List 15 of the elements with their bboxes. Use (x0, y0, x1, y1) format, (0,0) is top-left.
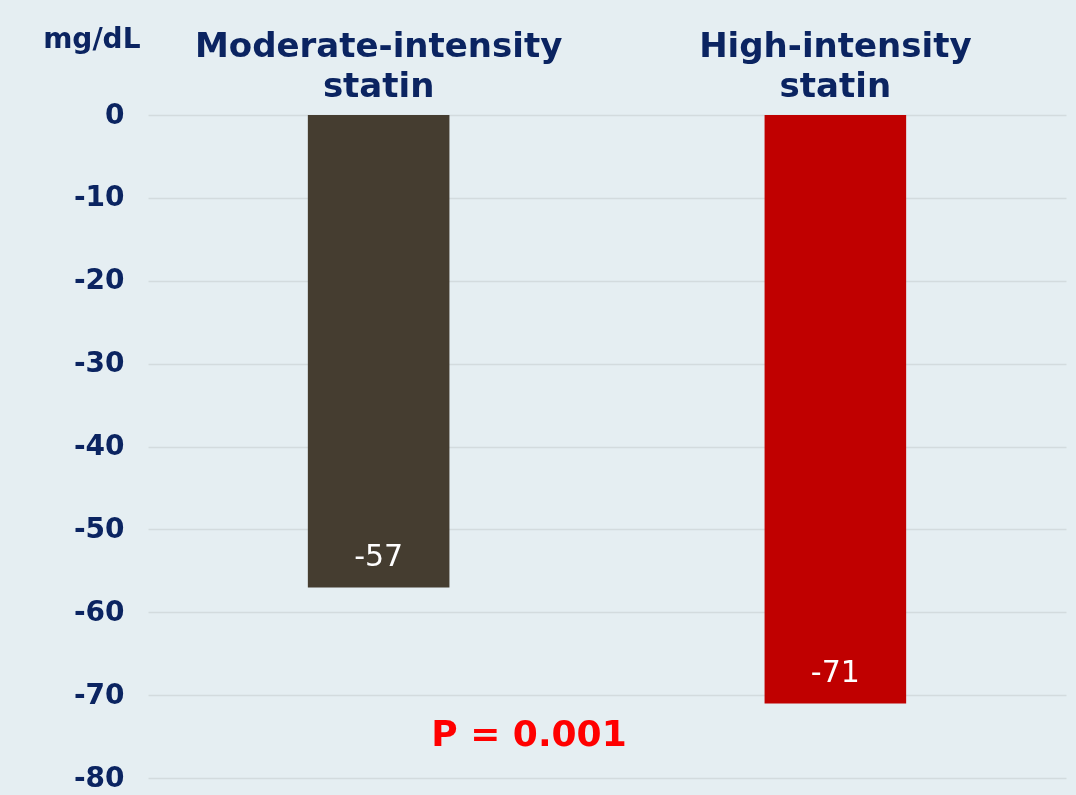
data-label: -57 (354, 538, 404, 574)
y-axis-title: mg/dL (43, 21, 141, 55)
y-tick-label: -30 (73, 346, 125, 380)
y-tick-label: -20 (73, 263, 125, 297)
x-tick-label: Moderate-intensity statin (194, 24, 563, 105)
y-tick-label: -40 (73, 429, 125, 462)
y-tick-label: -80 (73, 760, 125, 794)
y-tick-label: 0 (105, 97, 125, 131)
x-tick-label: High-intensity statin (699, 24, 972, 105)
y-tick-label: -10 (73, 180, 125, 214)
y-tick-label: -50 (73, 511, 125, 545)
annotation: P = 0.001 (431, 712, 627, 754)
y-tick-label: -60 (73, 594, 125, 628)
y-tick-label: -70 (73, 677, 125, 711)
data-label: -71 (810, 654, 860, 690)
